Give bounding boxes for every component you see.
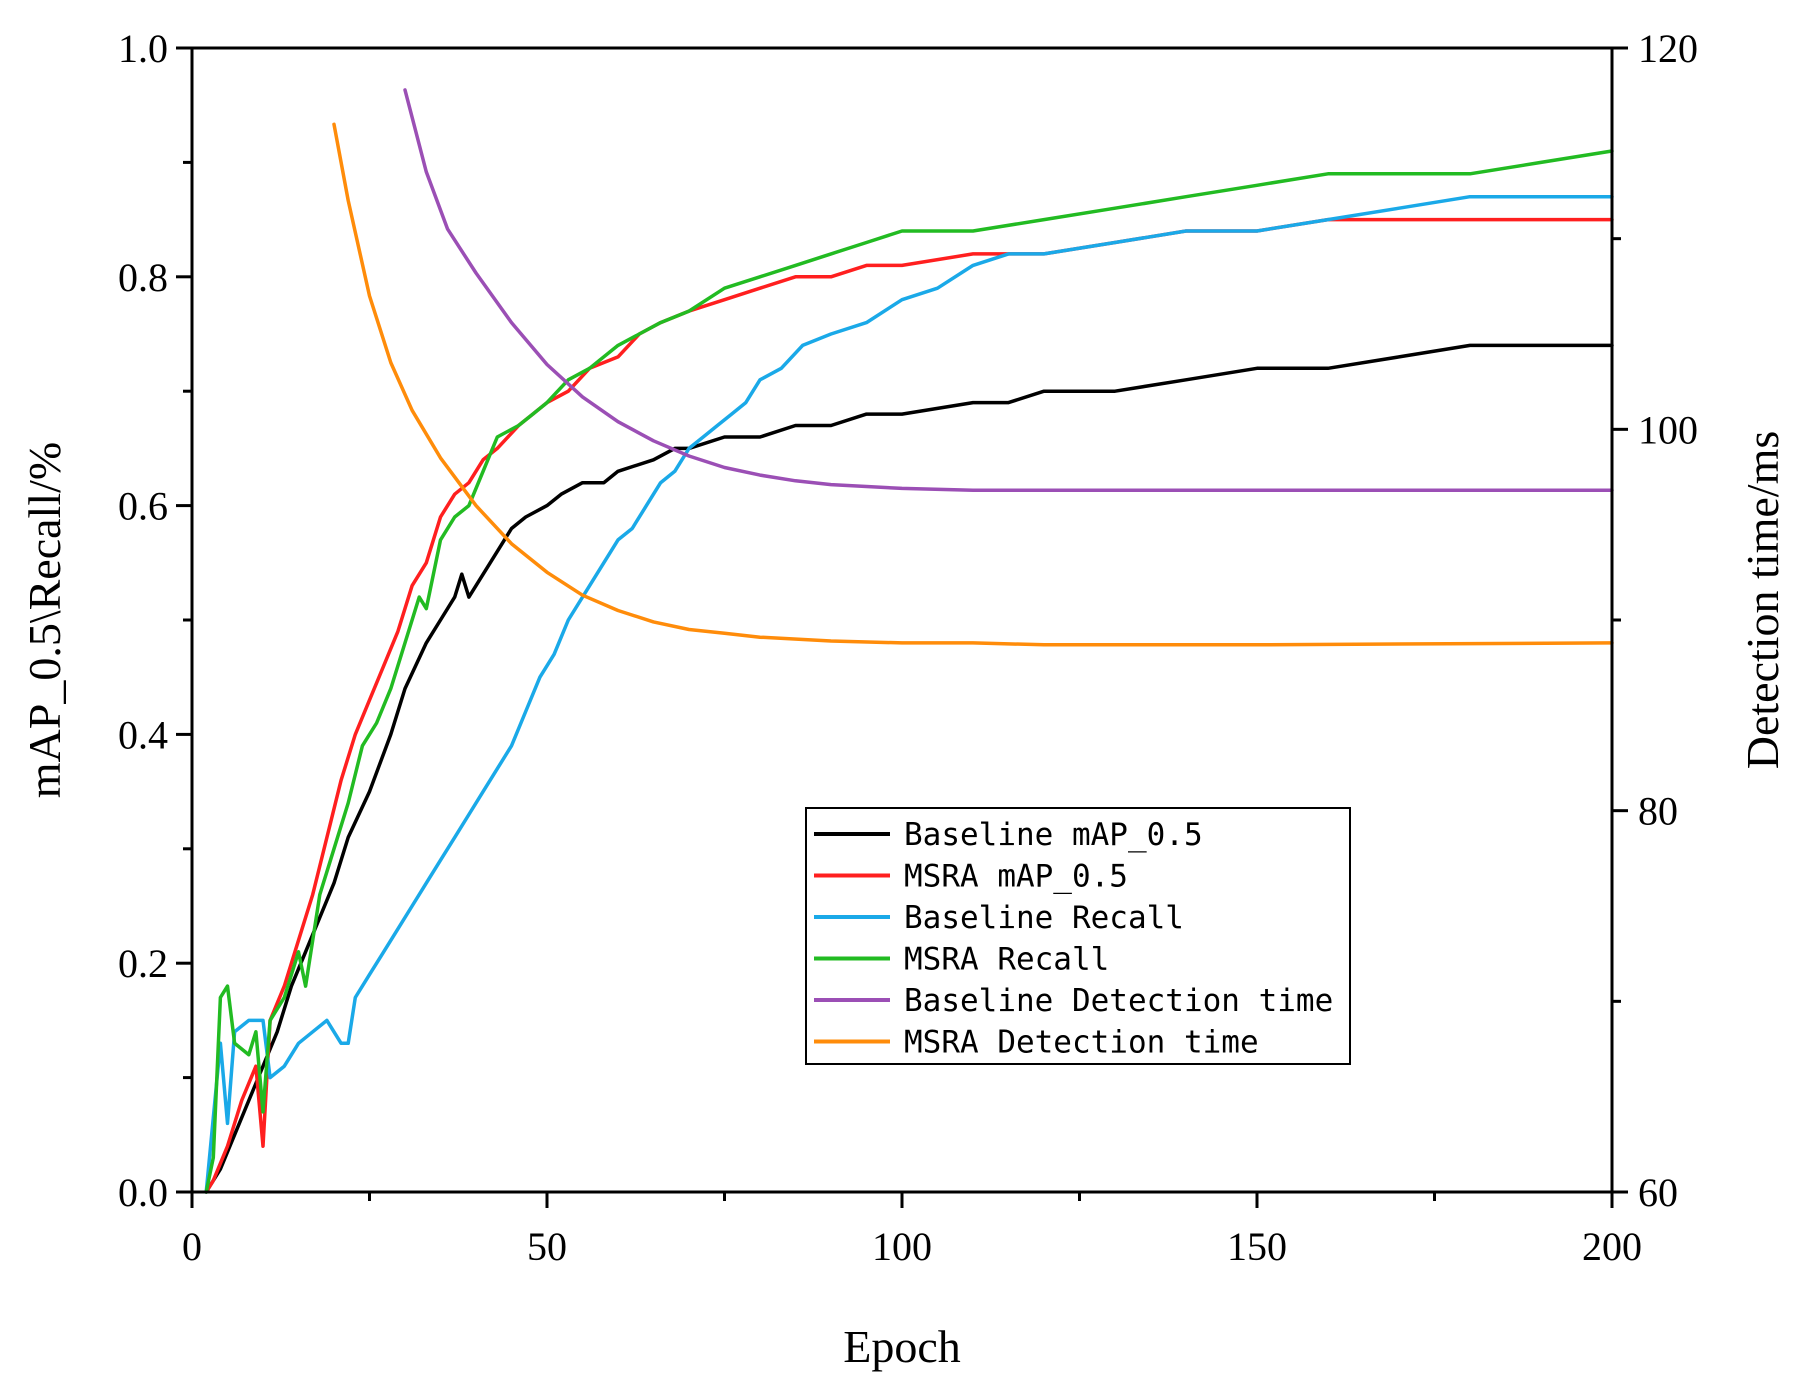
y-tick-label: 0.4 bbox=[118, 712, 168, 757]
legend-label: Baseline Detection time bbox=[904, 983, 1333, 1019]
legend-box bbox=[805, 807, 1351, 1065]
ticks-layer: 0 50 100 150 200 0.0 0.2 0.4 0.6 0.8 1.0 60 80 100 120 bbox=[118, 26, 1698, 1269]
legend: Baseline mAP_0.5 MSRA mAP_0.5 Baseline Rec… bbox=[805, 807, 1351, 1065]
x-tick-label: 0 bbox=[182, 1224, 202, 1269]
y-tick-label: 0.2 bbox=[118, 941, 168, 986]
series-line-msra-detection-time bbox=[332, 122, 1614, 647]
legend-label: Baseline mAP_0.5 bbox=[904, 817, 1203, 853]
legend-items: Baseline mAP_0.5 MSRA mAP_0.5 Baseline Rec… bbox=[814, 817, 1333, 1061]
legend-label: MSRA mAP_0.5 bbox=[904, 859, 1128, 895]
y-tick-label: 1.0 bbox=[118, 26, 168, 71]
series-line-msra-recall bbox=[204, 149, 1614, 1194]
x-axis-title: Epoch bbox=[843, 1321, 961, 1372]
series-layer bbox=[204, 88, 1614, 1194]
legend-label: MSRA Detection time bbox=[904, 1025, 1259, 1061]
x-tick-label: 50 bbox=[527, 1224, 567, 1269]
series-line-baseline-detection-time bbox=[403, 88, 1614, 493]
x-tick-label: 150 bbox=[1227, 1224, 1287, 1269]
legend-label: MSRA Recall bbox=[904, 942, 1109, 978]
series-line-baseline-recall bbox=[204, 194, 1614, 1194]
y2-tick-label: 120 bbox=[1638, 26, 1698, 71]
y-tick-label: 0.6 bbox=[118, 484, 168, 529]
y-tick-label: 0.0 bbox=[118, 1170, 168, 1215]
x-tick-label: 100 bbox=[872, 1224, 932, 1269]
y-tick-label: 0.8 bbox=[118, 255, 168, 300]
y2-tick-label: 100 bbox=[1638, 407, 1698, 452]
y2-tick-label: 60 bbox=[1638, 1170, 1678, 1215]
y2-tick-label: 80 bbox=[1638, 789, 1678, 834]
y-axis-title: mAP_0.5\Recall/% bbox=[19, 442, 70, 798]
legend-label: Baseline Recall bbox=[904, 900, 1184, 936]
y2-axis-title: Detection time/ms bbox=[1737, 431, 1788, 770]
x-tick-label: 200 bbox=[1582, 1224, 1642, 1269]
